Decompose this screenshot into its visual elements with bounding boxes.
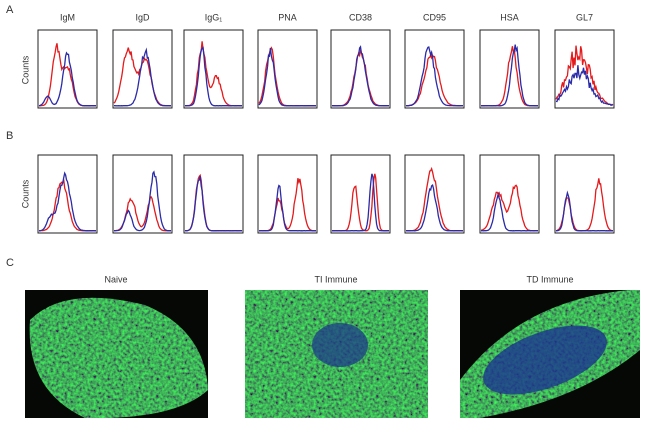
- image-title: TI Immune: [314, 274, 357, 284]
- histogram-curve: [114, 170, 171, 232]
- marker-label: PNA: [278, 12, 297, 22]
- histogram-frame: [257, 154, 318, 234]
- histogram-curve: [184, 41, 242, 107]
- panel-label: C: [6, 257, 14, 269]
- marker-label: CD95: [423, 12, 446, 22]
- histogram-frame: [112, 154, 173, 234]
- histogram-frame: [404, 154, 465, 234]
- histogram-curve: [406, 183, 464, 232]
- histogram-curve: [184, 173, 243, 232]
- histogram-frame: [330, 29, 391, 109]
- histogram-frame: [257, 29, 318, 109]
- histogram-curve: [259, 184, 317, 232]
- image-title: TD Immune: [526, 274, 573, 284]
- histogram-curve: [481, 44, 538, 107]
- marker-label: IgG₁: [205, 12, 223, 22]
- histogram-curve: [332, 45, 390, 107]
- histogram-frame: [37, 29, 98, 109]
- histogram-curve: [331, 173, 389, 232]
- panel-label: B: [6, 130, 13, 142]
- marker-label: GL7: [576, 12, 593, 22]
- histogram-curve: [38, 171, 96, 232]
- histogram-curve: [38, 51, 97, 107]
- panel-label: A: [6, 4, 14, 16]
- micrograph: [245, 290, 428, 418]
- histogram-curve: [481, 46, 538, 107]
- y-axis-label: Counts: [20, 179, 30, 208]
- histogram-frame: [330, 154, 391, 234]
- histogram-curve: [556, 190, 613, 232]
- marker-label: IgM: [60, 12, 75, 22]
- micrograph: [25, 290, 208, 418]
- histogram-curve: [555, 65, 614, 107]
- histogram-curve: [258, 47, 317, 107]
- histogram-curve: [331, 49, 389, 107]
- histogram-curve: [555, 45, 614, 106]
- histogram-frame: [112, 29, 173, 109]
- histogram-curve: [406, 46, 463, 107]
- histogram-curve: [331, 173, 389, 232]
- histogram-curve: [258, 178, 317, 232]
- marker-label: CD38: [349, 12, 372, 22]
- histogram-frame: [404, 29, 465, 109]
- histogram-curve: [114, 47, 172, 107]
- histogram-frame: [183, 154, 244, 234]
- histogram-curve: [258, 46, 317, 107]
- micrograph: [460, 290, 640, 418]
- histogram-frame: [479, 29, 540, 109]
- y-axis-label: Counts: [20, 55, 30, 84]
- histogram-frame: [554, 29, 615, 109]
- blue-stain: [483, 325, 607, 395]
- histogram-curve: [406, 166, 463, 232]
- marker-label: IgD: [135, 12, 150, 22]
- histogram-curve: [185, 46, 243, 107]
- image-title: Naive: [104, 274, 127, 284]
- histogram-curve: [480, 184, 538, 232]
- histogram-frame: [479, 154, 540, 234]
- histogram-frame: [554, 154, 615, 234]
- histogram-curve: [39, 179, 97, 232]
- histogram-frame: [37, 154, 98, 234]
- histogram-curve: [480, 191, 538, 232]
- blue-stain: [312, 323, 368, 367]
- histogram-curve: [184, 175, 242, 232]
- histogram-frame: [183, 29, 244, 109]
- marker-label: HSA: [500, 12, 519, 22]
- histogram-curve: [405, 52, 463, 107]
